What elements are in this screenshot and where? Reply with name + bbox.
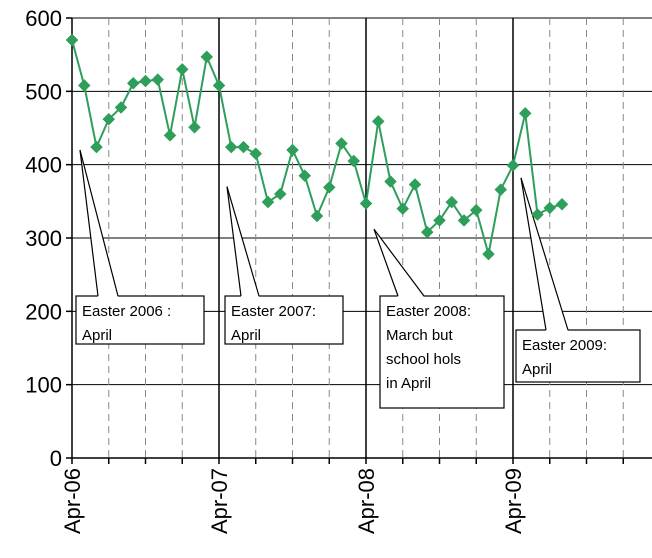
y-tick-label: 100 [25, 373, 62, 398]
data-point [90, 140, 103, 154]
data-point [433, 214, 446, 227]
data-point [469, 203, 483, 217]
y-tick-label: 500 [25, 79, 62, 104]
y-tick-label: 300 [25, 226, 62, 251]
callout-box [75, 295, 205, 345]
data-point [286, 143, 299, 157]
callout-text: school hols [386, 351, 461, 368]
data-point [249, 147, 263, 161]
x-axis: Apr-06 Apr-07 Apr-08 Apr-09 [60, 458, 624, 534]
callout-box [515, 329, 641, 383]
data-point [188, 120, 201, 134]
data-point [518, 106, 532, 120]
callout-text: April [82, 327, 112, 344]
callout-pointer-edge [226, 186, 242, 297]
data-point [200, 50, 214, 64]
callout-text: Easter 2006 : [82, 303, 171, 320]
data-point [151, 73, 165, 86]
data-point [273, 187, 287, 201]
callout-box [379, 295, 505, 409]
callout-text: Easter 2009: [522, 337, 607, 354]
data-point [322, 181, 336, 194]
data-point [531, 208, 544, 221]
data-point [445, 195, 459, 209]
data-point [163, 128, 177, 142]
data-point [298, 169, 312, 183]
callout-pointer-edge [226, 186, 260, 297]
data-point [457, 214, 471, 227]
callout-pointer-edge [79, 149, 99, 297]
callout-text: April [522, 361, 552, 378]
grid-vertical [108, 18, 624, 458]
callout-pointer-edge [373, 228, 425, 297]
data-point [65, 33, 79, 47]
y-tick-label: 0 [50, 446, 62, 471]
callout-pointer-edge [520, 177, 547, 331]
data-point [384, 175, 397, 188]
data-point [224, 140, 238, 154]
data-point [212, 79, 226, 92]
y-tick-label: 600 [25, 6, 62, 31]
data-point [371, 115, 385, 128]
data-point [396, 202, 410, 216]
y-tick-label: 400 [25, 153, 62, 178]
data-point [310, 209, 324, 223]
data-point [261, 195, 275, 209]
data-point [408, 178, 422, 191]
data-point [359, 197, 373, 210]
data-point [114, 101, 128, 114]
series-markers [65, 33, 569, 261]
data-point [126, 76, 140, 90]
callout-text: in April [386, 375, 431, 392]
x-tick-label: Apr-07 [207, 468, 232, 534]
callout-pointer-edge [79, 149, 119, 297]
x-tick-label: Apr-06 [60, 468, 85, 534]
data-point [139, 74, 152, 88]
data-point [77, 79, 91, 92]
callout-box [224, 295, 344, 345]
data-point [506, 159, 520, 172]
data-point [102, 112, 116, 126]
data-point [237, 140, 250, 154]
data-point [494, 183, 508, 196]
callout-pointer-edge [373, 228, 399, 297]
y-axis: 0 100 200 300 400 500 600 [25, 6, 72, 471]
data-point [482, 247, 495, 261]
callout-pointer-edge [520, 177, 569, 331]
data-point [347, 154, 361, 168]
data-point [543, 201, 557, 215]
x-tick-label: Apr-09 [501, 468, 526, 534]
callout-text: March but [386, 327, 454, 344]
data-point [335, 137, 348, 150]
data-point [420, 225, 434, 239]
callout-text: Easter 2008: [386, 303, 471, 320]
data-point [175, 62, 189, 76]
y-tick-label: 200 [25, 299, 62, 324]
annotation-callouts: Easter 2006 : April Easter 2007: April Easte… [75, 149, 641, 409]
data-point [555, 197, 569, 211]
callout-text: April [231, 327, 261, 344]
x-tick-label: Apr-08 [354, 468, 379, 534]
callout-text: Easter 2007: [231, 303, 316, 320]
